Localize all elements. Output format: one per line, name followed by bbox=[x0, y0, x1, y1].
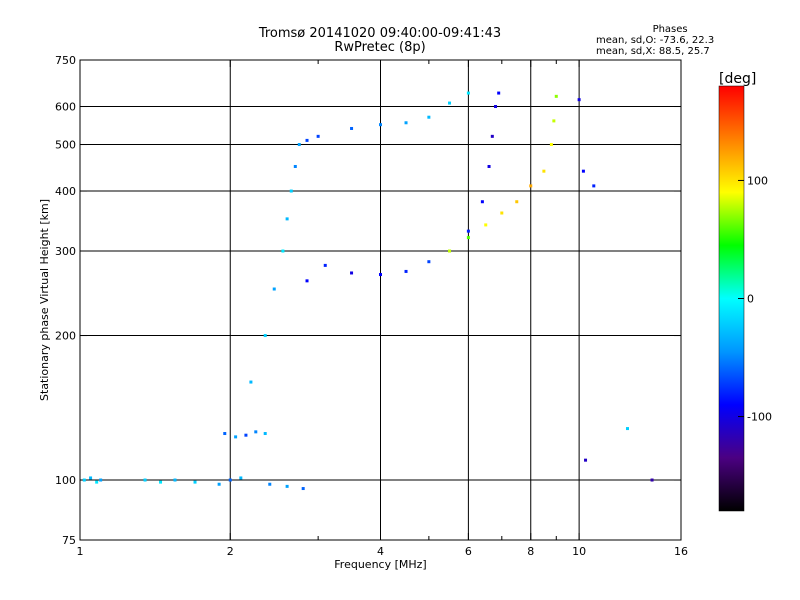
data-point bbox=[268, 482, 272, 486]
data-point bbox=[281, 249, 285, 253]
data-point bbox=[316, 134, 320, 138]
data-point bbox=[223, 432, 227, 436]
data-point bbox=[89, 476, 93, 480]
y-tick-label: 300 bbox=[55, 245, 76, 258]
data-point bbox=[448, 101, 452, 105]
data-point bbox=[494, 105, 498, 109]
x-axis-label: Frequency [MHz] bbox=[334, 558, 426, 571]
data-point bbox=[542, 169, 546, 173]
phases-panel: Phases mean, sd,O: -73.6, 22.3 mean, sd,… bbox=[596, 24, 714, 57]
data-point bbox=[581, 169, 585, 173]
data-point bbox=[490, 134, 494, 138]
phases-o-mode: mean, sd,O: -73.6, 22.3 bbox=[596, 35, 715, 46]
data-point bbox=[95, 480, 99, 484]
data-point bbox=[529, 184, 533, 188]
data-point bbox=[99, 478, 103, 482]
data-point bbox=[173, 478, 177, 482]
data-point bbox=[263, 334, 267, 338]
x-tick-label: 6 bbox=[465, 545, 472, 558]
data-point bbox=[301, 487, 305, 491]
data-point bbox=[350, 271, 354, 275]
data-point bbox=[466, 236, 470, 240]
data-point bbox=[552, 119, 556, 123]
y-tick-label: 500 bbox=[55, 139, 76, 152]
data-point bbox=[466, 229, 470, 233]
data-point bbox=[249, 380, 253, 384]
data-point bbox=[404, 269, 408, 273]
data-point bbox=[350, 126, 354, 130]
data-point bbox=[297, 143, 301, 147]
colorbar-tick-label: -100 bbox=[747, 411, 772, 424]
colorbar-tick-label: 100 bbox=[747, 174, 768, 187]
data-point bbox=[448, 249, 452, 253]
data-point bbox=[82, 478, 86, 482]
data-point bbox=[159, 480, 163, 484]
data-point bbox=[143, 478, 147, 482]
data-point bbox=[427, 260, 431, 264]
x-tick-label: 1 bbox=[77, 545, 84, 558]
phases-x-mode: mean, sd,X: 88.5, 25.7 bbox=[596, 46, 710, 57]
data-point bbox=[427, 115, 431, 119]
y-tick-label: 75 bbox=[62, 534, 76, 547]
data-point bbox=[404, 121, 408, 125]
data-point bbox=[577, 98, 581, 102]
data-point bbox=[584, 458, 588, 462]
chart-title: Tromsø 20141020 09:40:00-09:41:43 bbox=[258, 26, 502, 41]
x-tick-label: 4 bbox=[377, 545, 384, 558]
data-point bbox=[254, 430, 258, 434]
data-point bbox=[293, 164, 297, 168]
data-point bbox=[217, 482, 221, 486]
data-point bbox=[285, 217, 289, 221]
data-point bbox=[497, 91, 501, 95]
y-tick-label: 400 bbox=[55, 185, 76, 198]
data-point bbox=[592, 184, 596, 188]
x-tick-label: 8 bbox=[527, 545, 534, 558]
data-point bbox=[487, 164, 491, 168]
data-point bbox=[515, 200, 519, 204]
data-point bbox=[500, 211, 504, 215]
data-point bbox=[272, 287, 276, 291]
y-tick-label: 200 bbox=[55, 330, 76, 343]
x-tick-label: 16 bbox=[674, 545, 688, 558]
data-point bbox=[234, 435, 238, 439]
data-point bbox=[305, 279, 309, 283]
data-point bbox=[466, 91, 470, 95]
data-point bbox=[650, 478, 654, 482]
data-point bbox=[239, 476, 243, 480]
data-point bbox=[480, 200, 484, 204]
data-point bbox=[244, 433, 248, 437]
colorbar-tick-label: 0 bbox=[747, 293, 754, 306]
data-point bbox=[379, 273, 382, 277]
phases-title: Phases bbox=[652, 24, 688, 35]
data-point bbox=[549, 143, 553, 147]
y-tick-label: 600 bbox=[55, 101, 76, 114]
data-point bbox=[193, 480, 197, 484]
chart-subtitle: RwPretec (8p) bbox=[334, 40, 426, 55]
x-tick-label: 2 bbox=[227, 545, 234, 558]
x-tick-label: 10 bbox=[572, 545, 586, 558]
y-axis-label: Stationary phase Virtual Height [km] bbox=[38, 199, 51, 401]
data-point bbox=[484, 223, 488, 227]
data-point bbox=[285, 484, 289, 488]
data-point bbox=[379, 123, 382, 127]
data-point bbox=[323, 263, 327, 267]
y-tick-label: 750 bbox=[55, 54, 76, 67]
data-point bbox=[625, 427, 629, 431]
data-point bbox=[263, 432, 267, 436]
y-tick-label: 100 bbox=[55, 474, 76, 487]
data-point bbox=[554, 94, 558, 98]
colorbar-label: [deg] bbox=[719, 71, 756, 87]
data-point bbox=[289, 189, 293, 193]
data-point bbox=[305, 138, 309, 142]
data-point bbox=[228, 478, 232, 482]
